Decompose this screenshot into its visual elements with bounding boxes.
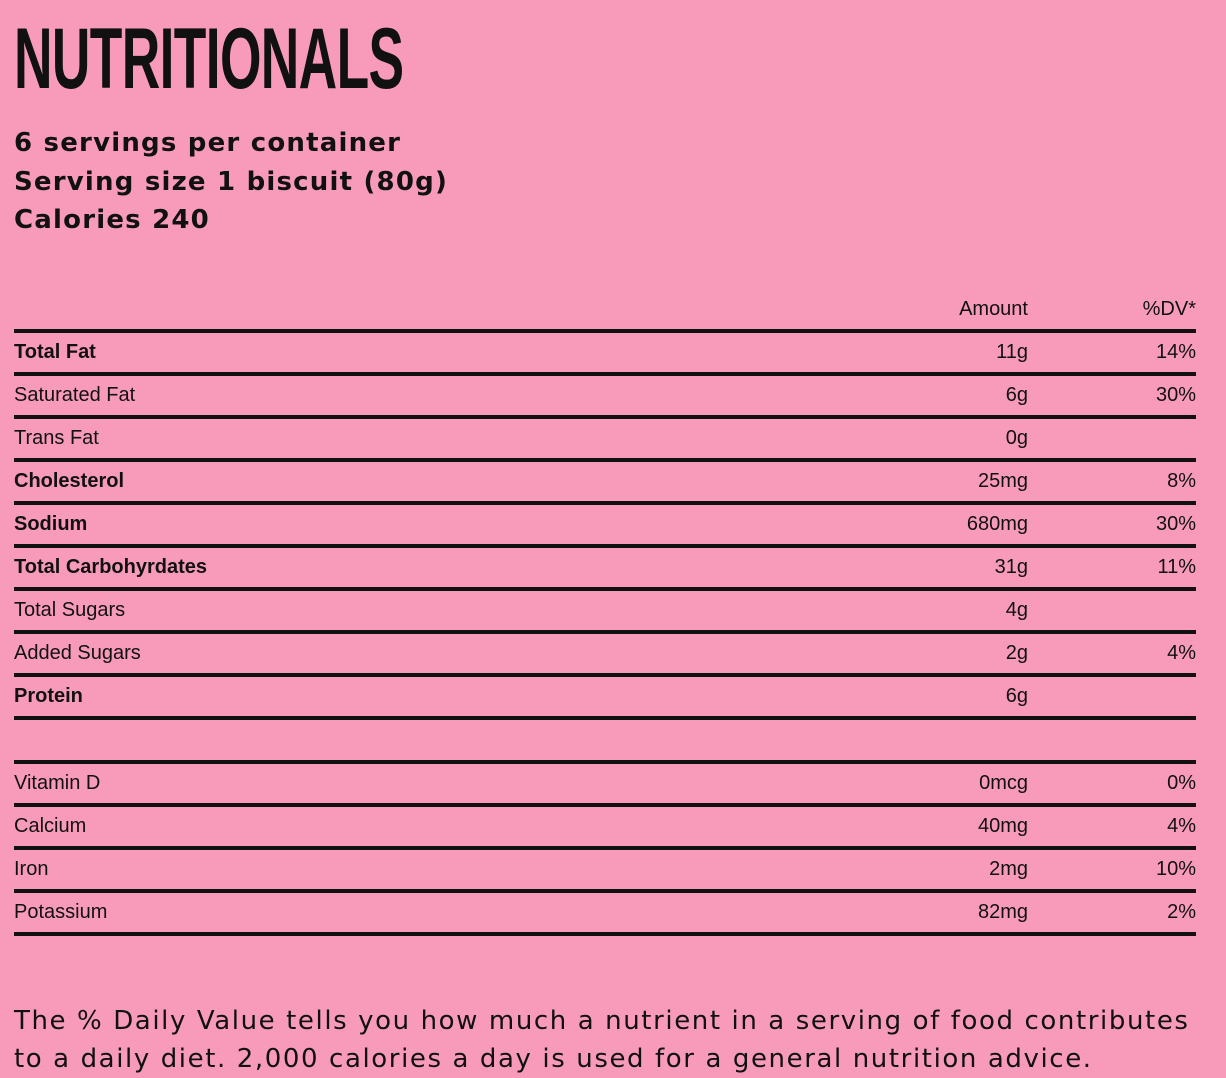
nutrient-amount: 31g [994,556,1028,578]
table-row: Iron 2mg 10% [14,850,1196,893]
table-row: Total Fat 11g 14% [14,333,1196,376]
table-row: Total Carbohyrdates 31g 11% [14,548,1196,591]
table-row: Potassium 82mg 2% [14,893,1196,936]
vitamin-amount: 0mcg [979,772,1028,794]
nutrient-amount: 2g [1005,642,1028,664]
vitamin-dv: 0% [1167,772,1196,794]
header-amount: Amount [959,298,1028,320]
servings-per-container: 6 servings per container [14,128,402,158]
nutrient-dv: 4% [1167,642,1196,664]
nutrient-amount: 6g [1005,685,1028,707]
nutrient-name: Protein [14,685,83,707]
vitamin-amount: 2mg [989,858,1028,880]
vitamin-amount: 40mg [977,815,1028,837]
page-title: NUTRITIONALS [14,11,404,107]
serving-size: Serving size 1 biscuit (80g) [14,166,449,197]
vitamin-dv: 2% [1167,901,1196,923]
vitamin-name: Calcium [14,815,87,837]
nutrient-amount: 0g [1005,427,1028,449]
table-row: Added Sugars 2g 4% [14,634,1196,677]
vitamin-name: Iron [14,858,49,880]
table-row: Saturated Fat 6g 30% [14,376,1196,419]
nutrient-name: Total Fat [14,341,96,363]
nutrient-dv: 14% [1155,341,1196,363]
table-divider [14,720,1196,764]
nutrient-name: Cholesterol [14,470,125,492]
table-header: Amount %DV* [14,290,1196,333]
nutrient-amount: 6g [1005,384,1028,406]
table-row: Vitamin D 0mcg 0% [14,764,1196,807]
nutrient-name: Sodium [14,513,88,535]
table-row: Sodium 680mg 30% [14,505,1196,548]
nutrient-amount: 4g [1005,599,1028,621]
nutrient-amount: 25mg [977,470,1028,492]
table-row: Total Sugars 4g [14,591,1196,634]
daily-value-footnote: The % Daily Value tells you how much a n… [14,1006,1190,1074]
nutrient-name: Trans Fat [14,427,99,449]
table-row: Calcium 40mg 4% [14,807,1196,850]
nutrient-amount: 11g [996,341,1028,363]
table-row: Protein 6g [14,677,1196,720]
vitamin-name: Vitamin D [14,772,101,794]
vitamin-amount: 82mg [977,901,1028,923]
vitamin-name: Potassium [14,901,108,923]
serving-summary: 6 servings per container Serving size 1 … [14,124,448,240]
nutrient-name: Total Sugars [14,599,126,621]
calories: Calories 240 [14,205,210,235]
nutrient-dv: 30% [1155,384,1196,406]
nutrient-dv: 8% [1167,470,1196,492]
table-row: Trans Fat 0g [14,419,1196,462]
nutrient-dv: 11% [1157,556,1196,578]
nutrient-name: Added Sugars [14,642,141,664]
nutrient-amount: 680mg [966,513,1028,535]
table-row: Cholesterol 25mg 8% [14,462,1196,505]
nutrient-name: Total Carbohyrdates [14,556,207,578]
vitamin-dv: 10% [1155,858,1196,880]
nutrient-name: Saturated Fat [14,384,136,406]
header-dv: %DV* [1142,298,1196,320]
vitamin-dv: 4% [1167,815,1196,837]
nutrition-table: Amount %DV* Total Fat 11g 14% Saturated … [14,290,1196,936]
nutrient-dv: 30% [1155,513,1196,535]
